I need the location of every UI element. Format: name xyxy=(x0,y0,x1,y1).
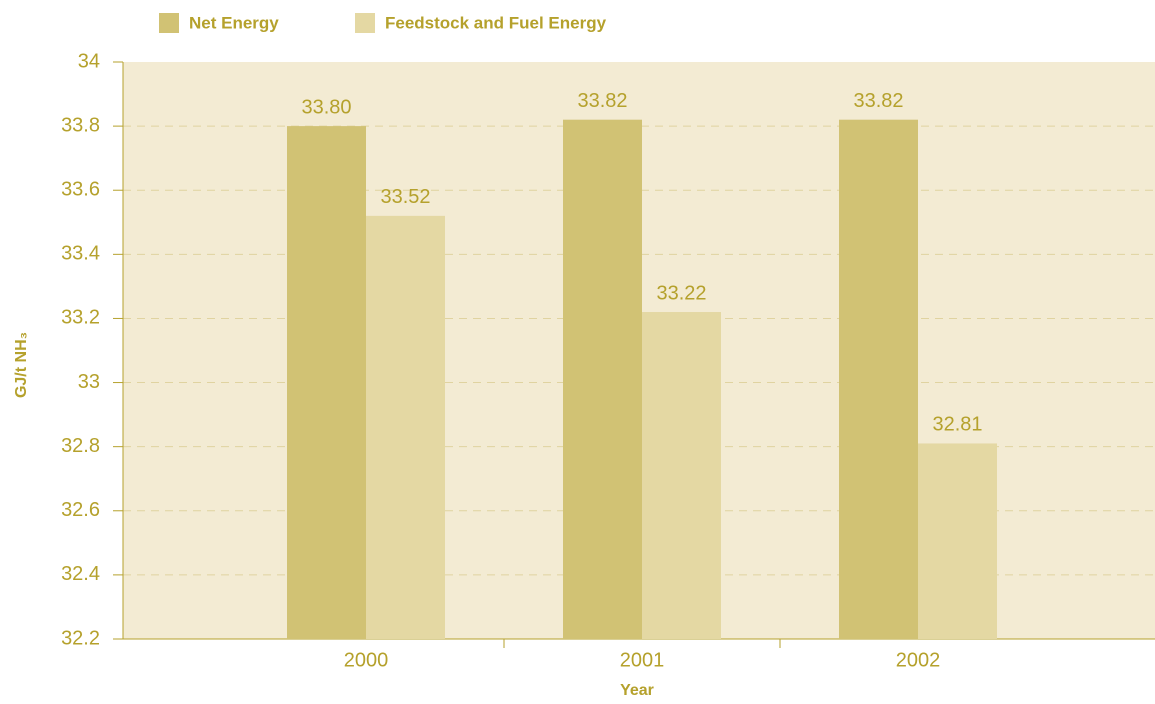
data-label: 33.52 xyxy=(380,186,430,208)
y-tick-label: 33 xyxy=(78,371,100,393)
data-label: 33.22 xyxy=(656,282,706,304)
bar xyxy=(918,443,997,639)
data-label: 33.82 xyxy=(577,90,627,112)
y-axis-label: GJ/t NH₃ xyxy=(13,332,30,398)
y-tick-label: 33.4 xyxy=(61,243,100,265)
bar xyxy=(366,215,445,639)
y-tick-label: 32.8 xyxy=(61,435,100,457)
y-tick-label: 34 xyxy=(78,50,100,72)
y-tick-label: 32.6 xyxy=(61,499,100,521)
x-axis-label: Year xyxy=(620,682,654,699)
bar xyxy=(839,119,918,639)
x-tick-label: 2000 xyxy=(344,649,389,671)
bar xyxy=(287,126,366,640)
y-tick-label: 33.6 xyxy=(61,179,100,201)
x-tick-label: 2002 xyxy=(896,649,941,671)
y-tick-label: 33.2 xyxy=(61,307,100,329)
data-label: 32.81 xyxy=(932,414,982,436)
bar xyxy=(642,312,721,639)
y-tick-label: 33.8 xyxy=(61,114,100,136)
y-tick-label: 32.4 xyxy=(61,563,100,585)
legend-swatch xyxy=(159,13,179,33)
y-tick-label: 32.2 xyxy=(61,627,100,649)
data-label: 33.80 xyxy=(301,96,351,118)
data-label: 33.82 xyxy=(853,90,903,112)
x-tick-label: 2001 xyxy=(620,649,665,671)
legend-label: Feedstock and Fuel Energy xyxy=(385,13,607,32)
legend-label: Net Energy xyxy=(189,13,279,32)
bar xyxy=(563,119,642,639)
legend-swatch xyxy=(355,13,375,33)
